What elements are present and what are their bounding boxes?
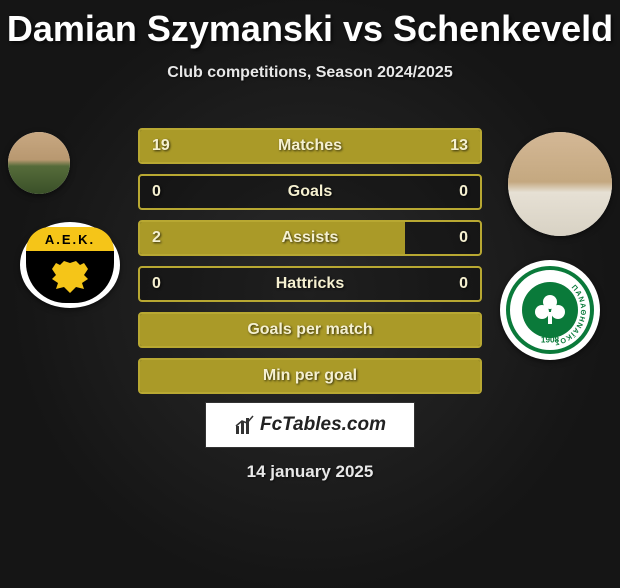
club-badge-left: A.E.K. <box>20 222 120 308</box>
date-text: 14 january 2025 <box>0 462 620 482</box>
aek-badge: A.E.K. <box>26 227 114 303</box>
stat-row: 20Assists <box>138 220 482 256</box>
pao-badge: ΠΑΝΑΘΗΝΑΪΚΟΣ 1908 <box>506 266 594 354</box>
avatar-placeholder <box>8 132 70 194</box>
stat-row: Min per goal <box>138 358 482 394</box>
stat-row: Goals per match <box>138 312 482 348</box>
stat-label: Hattricks <box>140 268 480 300</box>
player-right-photo <box>508 132 612 236</box>
brand-logo: FcTables.com <box>205 402 415 448</box>
stat-label: Assists <box>140 222 480 254</box>
avatar-placeholder <box>508 132 612 236</box>
player-left-photo <box>8 132 70 194</box>
page-subtitle: Club competitions, Season 2024/2025 <box>0 64 620 82</box>
stat-label: Goals per match <box>140 314 480 346</box>
stat-label: Matches <box>140 130 480 162</box>
stat-label: Goals <box>140 176 480 208</box>
stat-row: 00Goals <box>138 174 482 210</box>
aek-badge-eagle <box>26 251 114 303</box>
pao-year: 1908 <box>541 336 560 345</box>
pao-ring-text: ΠΑΝΑΘΗΝΑΪΚΟΣ 1908 <box>510 270 590 350</box>
stat-label: Min per goal <box>140 360 480 392</box>
club-badge-right: ΠΑΝΑΘΗΝΑΪΚΟΣ 1908 <box>500 260 600 360</box>
page-title: Damian Szymanski vs Schenkeveld <box>0 8 620 50</box>
stat-row: 00Hattricks <box>138 266 482 302</box>
brand-icon <box>234 414 256 436</box>
stat-row: 1913Matches <box>138 128 482 164</box>
stats-container: 1913Matches 00Goals 20Assists 00Hattricks Go… <box>138 128 482 404</box>
aek-badge-text: A.E.K. <box>26 227 114 251</box>
brand-text: FcTables.com <box>260 414 386 436</box>
